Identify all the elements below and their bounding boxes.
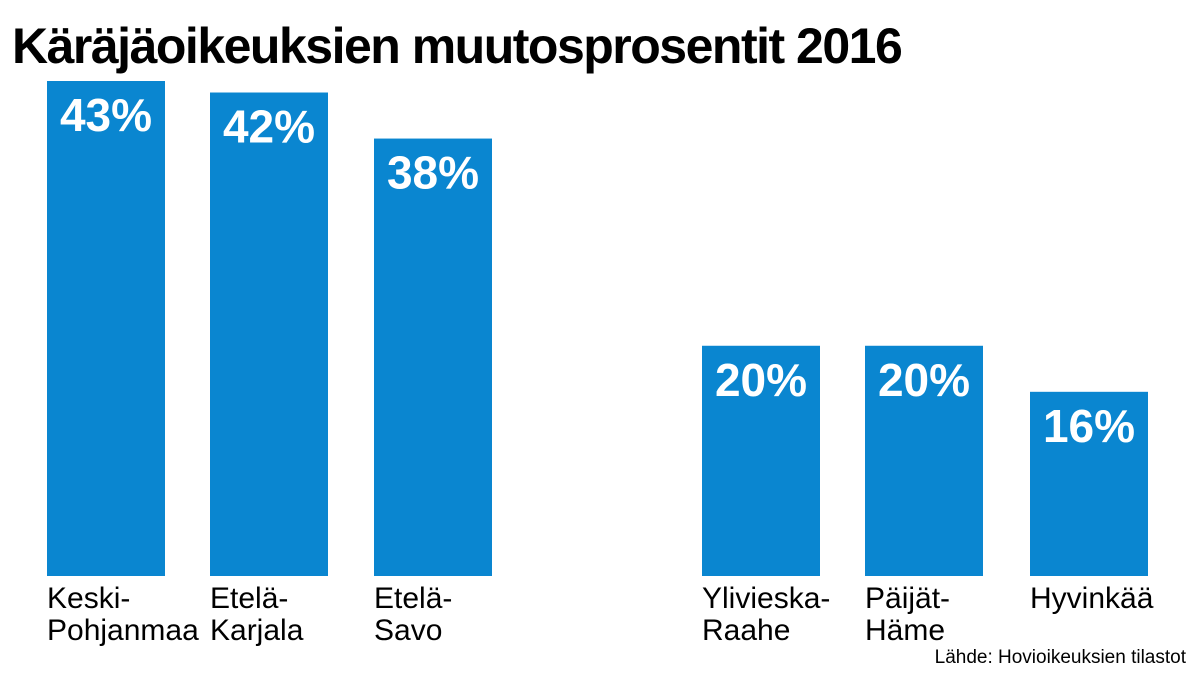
category-label-5-0: Hyvinkää (1030, 582, 1154, 615)
category-label-0-0: Keski- (47, 582, 130, 615)
bar-value-label-4: 20% (878, 354, 970, 406)
chart-title: Käräjäoikeuksien muutosprosentit 2016 (12, 18, 903, 74)
category-label-3-1: Raahe (702, 614, 790, 647)
category-label-3-0: Ylivieska- (702, 582, 830, 615)
bar-0 (47, 81, 165, 576)
bar-4 (865, 345, 983, 576)
category-label-2-0: Etelä- (374, 582, 452, 615)
bar-value-label-2: 38% (387, 147, 479, 199)
bar-3 (702, 345, 820, 576)
bar-value-label-1: 42% (223, 101, 315, 153)
bar-value-label-3: 20% (715, 354, 807, 406)
category-label-4-0: Päijät- (865, 582, 950, 615)
source-note: Lähde: Hovioikeuksien tilastot (934, 647, 1186, 668)
bar-value-label-0: 43% (60, 89, 152, 141)
category-label-1-0: Etelä- (210, 582, 288, 615)
bar-5 (1030, 391, 1148, 576)
category-label-0-1: Pohjanmaa (47, 614, 199, 647)
category-label-1-1: Karjala (210, 614, 304, 647)
category-label-4-1: Häme (865, 614, 945, 647)
bar-value-label-5: 16% (1043, 400, 1135, 452)
bar-1 (210, 92, 328, 576)
bar-2 (374, 138, 492, 576)
category-label-2-1: Savo (374, 614, 442, 647)
